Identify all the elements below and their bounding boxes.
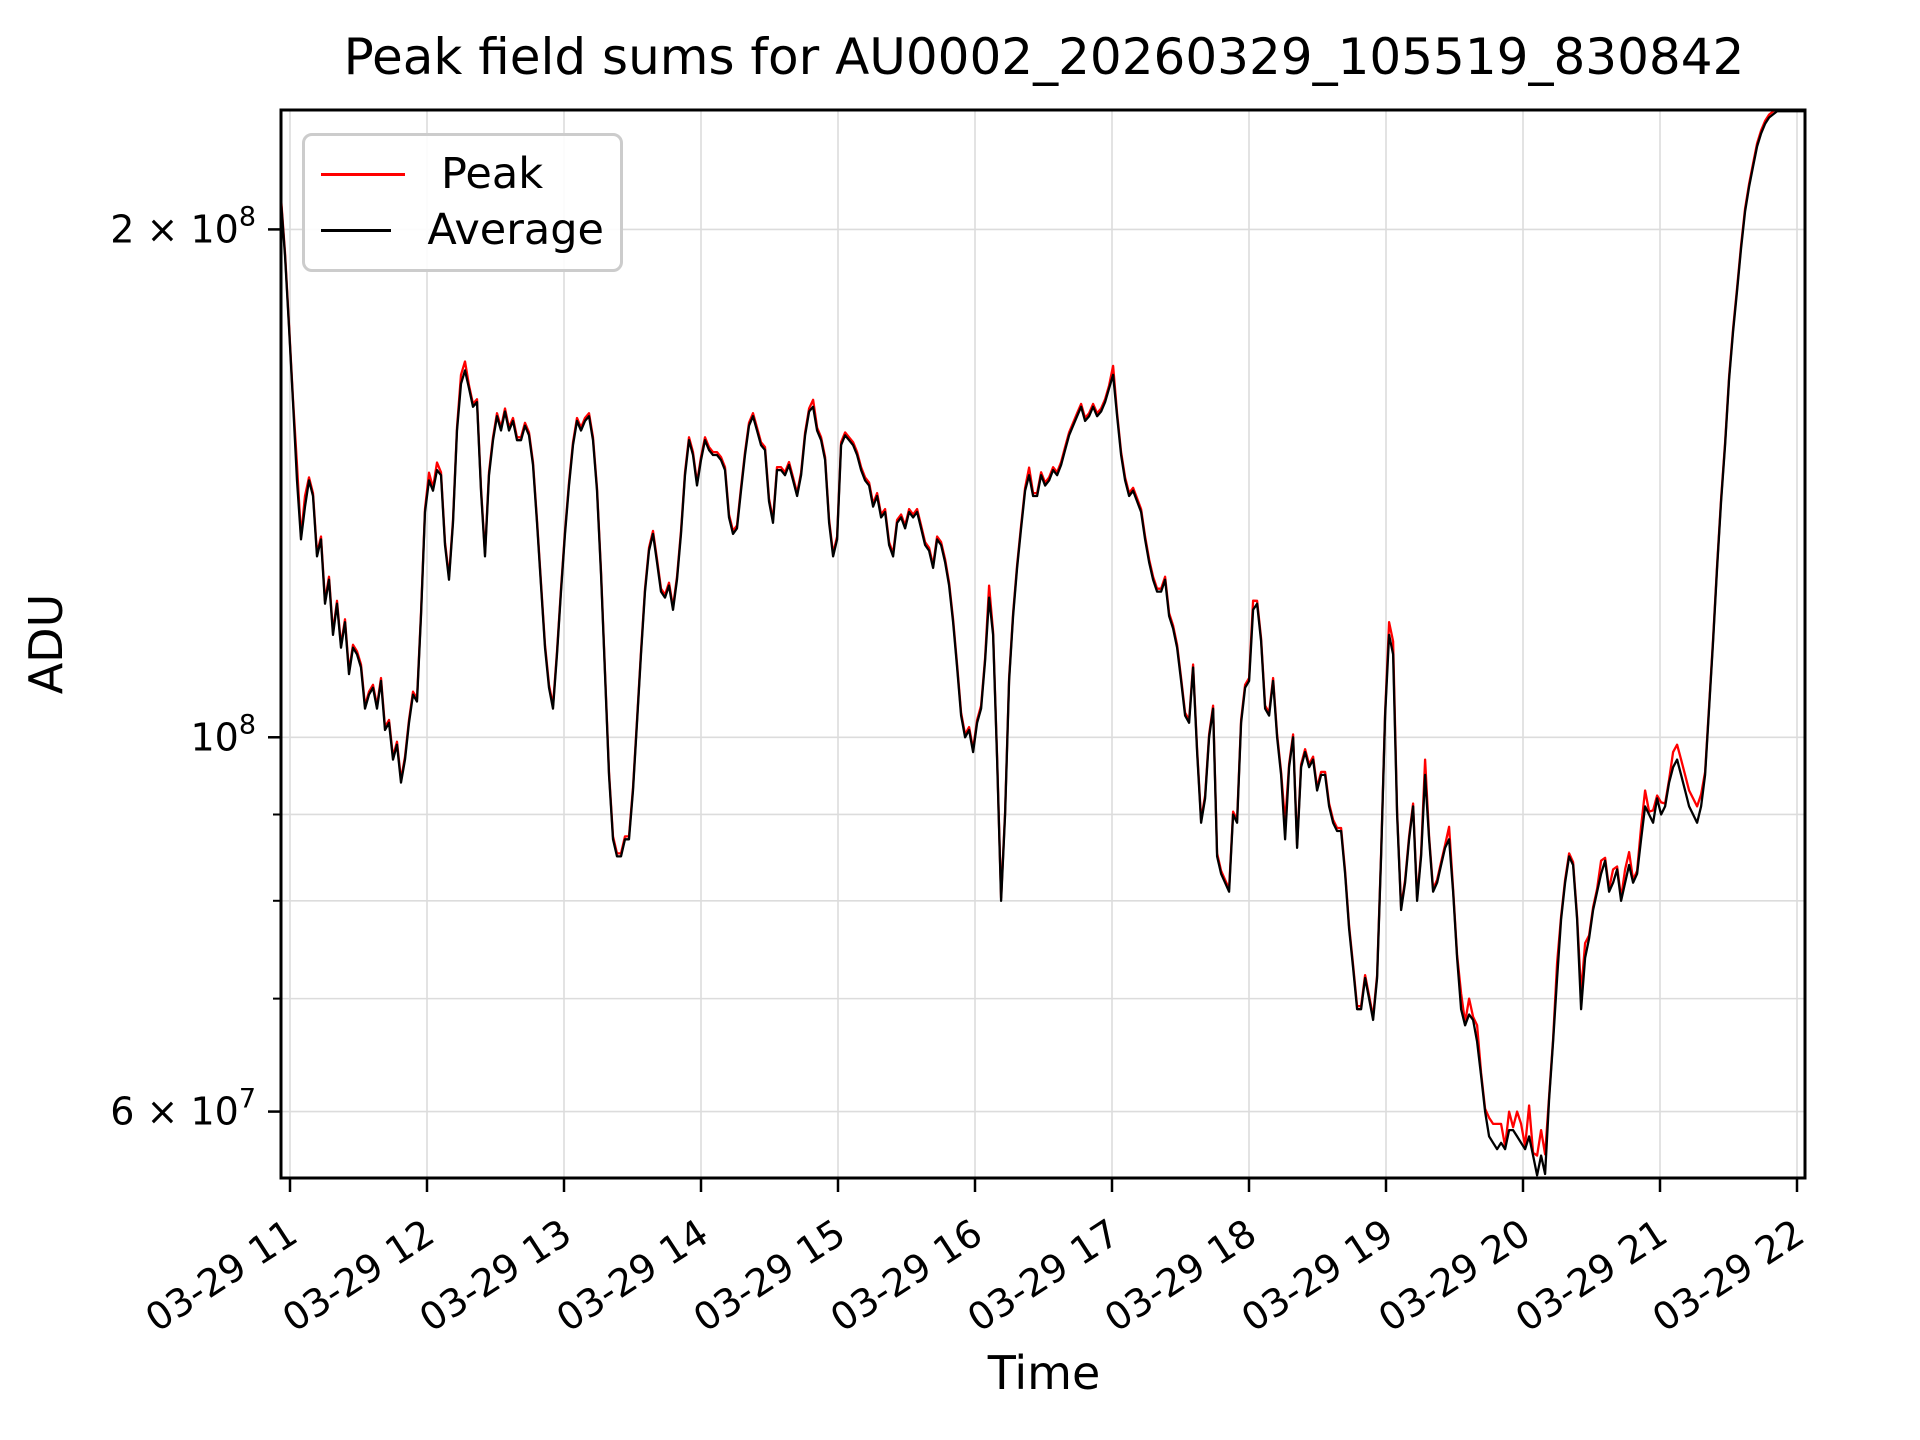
average-line (282, 111, 1804, 1177)
y-tick-labels: 2 × 108 108 6 × 107 (110, 201, 256, 1133)
x-tick-label: 03-29 21 (1508, 1211, 1675, 1341)
plot-border (279, 108, 1807, 1180)
x-tick-label: 03-29 20 (1371, 1211, 1538, 1341)
y-tick-label: 2 × 108 (110, 201, 256, 251)
x-tick-label: 03-29 22 (1645, 1211, 1812, 1341)
curves (282, 111, 1804, 1177)
average-line-sample (321, 229, 392, 232)
legend-entry-peak: Peak (321, 153, 604, 196)
grid (281, 110, 1805, 1178)
y-tick-label: 6 × 107 (110, 1084, 256, 1134)
legend: Peak Average (302, 133, 623, 272)
y-axis-label: ADU (19, 593, 73, 695)
ticks (268, 228, 1799, 1192)
x-tick-label: 03-29 19 (1234, 1211, 1401, 1341)
legend-label-peak: Peak (441, 149, 544, 199)
legend-entry-average: Average (321, 209, 604, 252)
chart-title: Peak field sums for AU0002_20260329_1055… (343, 28, 1745, 86)
x-tick-label: 03-29 12 (275, 1211, 442, 1341)
x-axis-label: Time (987, 1346, 1101, 1400)
x-tick-label: 03-29 13 (412, 1211, 579, 1341)
x-tick-label: 03-29 16 (823, 1211, 990, 1341)
legend-label-average: Average (427, 205, 604, 255)
x-tick-label: 03-29 15 (686, 1211, 853, 1341)
x-tick-label: 03-29 18 (1097, 1211, 1264, 1341)
y-tick-label: 108 (190, 709, 256, 759)
x-tick-label: 03-29 14 (549, 1211, 716, 1341)
peak-line-sample (321, 173, 405, 176)
x-tick-label: 03-29 11 (138, 1211, 305, 1341)
x-tick-label: 03-29 17 (960, 1211, 1127, 1341)
